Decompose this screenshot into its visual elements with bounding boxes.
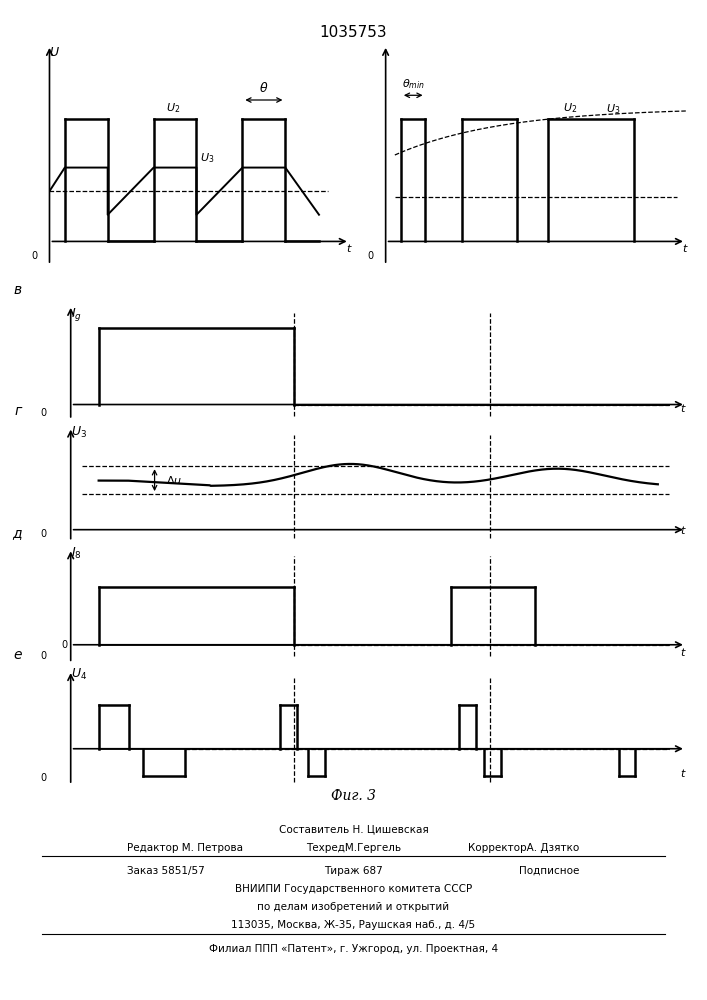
Text: t: t — [680, 526, 684, 536]
Text: Тираж 687: Тираж 687 — [324, 866, 383, 876]
Text: Заказ 5851/57: Заказ 5851/57 — [127, 866, 205, 876]
Text: в: в — [13, 283, 21, 297]
Text: $I_g$: $I_g$ — [71, 306, 81, 323]
Text: $U_3$: $U_3$ — [199, 151, 214, 165]
Text: t: t — [680, 769, 684, 779]
Text: t: t — [346, 244, 351, 254]
Text: 0: 0 — [62, 640, 68, 650]
Text: Составитель Н. Цишевская: Составитель Н. Цишевская — [279, 824, 428, 834]
Text: Филиал ППП «Патент», г. Ужгород, ул. Проектная, 4: Филиал ППП «Патент», г. Ужгород, ул. Про… — [209, 944, 498, 954]
Text: $U_4$: $U_4$ — [71, 666, 87, 682]
Text: 0: 0 — [40, 408, 46, 418]
Text: $\Delta u$: $\Delta u$ — [165, 474, 182, 486]
Text: $I_8$: $I_8$ — [71, 546, 81, 561]
Text: U: U — [49, 46, 59, 59]
Text: 0: 0 — [31, 251, 37, 261]
Text: Фиг. 3: Фиг. 3 — [331, 789, 376, 803]
Text: t: t — [680, 404, 684, 414]
Text: Подписное: Подписное — [520, 866, 580, 876]
Text: $U_2$: $U_2$ — [563, 101, 578, 115]
Text: е: е — [13, 648, 21, 662]
Text: КорректорА. Дзятко: КорректорА. Дзятко — [469, 843, 580, 853]
Text: 0: 0 — [40, 773, 46, 783]
Text: $\theta$: $\theta$ — [259, 81, 269, 95]
Text: $U_3$: $U_3$ — [71, 425, 87, 440]
Text: $\theta_{min}$: $\theta_{min}$ — [402, 77, 426, 91]
Text: $U_3$: $U_3$ — [606, 103, 621, 116]
Text: t: t — [680, 648, 684, 658]
Text: ТехредМ.Гергель: ТехредМ.Гергель — [306, 843, 401, 853]
Text: 0: 0 — [368, 251, 373, 261]
Text: г: г — [14, 404, 21, 418]
Text: t: t — [683, 244, 687, 254]
Text: ВНИИПИ Государственного комитета СССР: ВНИИПИ Государственного комитета СССР — [235, 884, 472, 894]
Text: 113035, Москва, Ж-35, Раушская наб., д. 4/5: 113035, Москва, Ж-35, Раушская наб., д. … — [231, 920, 476, 930]
Text: $U_2$: $U_2$ — [166, 101, 180, 115]
Text: 0: 0 — [40, 651, 46, 661]
Text: 1035753: 1035753 — [320, 25, 387, 40]
Text: 0: 0 — [40, 529, 46, 539]
Text: Редактор М. Петрова: Редактор М. Петрова — [127, 843, 243, 853]
Text: по делам изобретений и открытий: по делам изобретений и открытий — [257, 902, 450, 912]
Text: д: д — [12, 526, 21, 540]
